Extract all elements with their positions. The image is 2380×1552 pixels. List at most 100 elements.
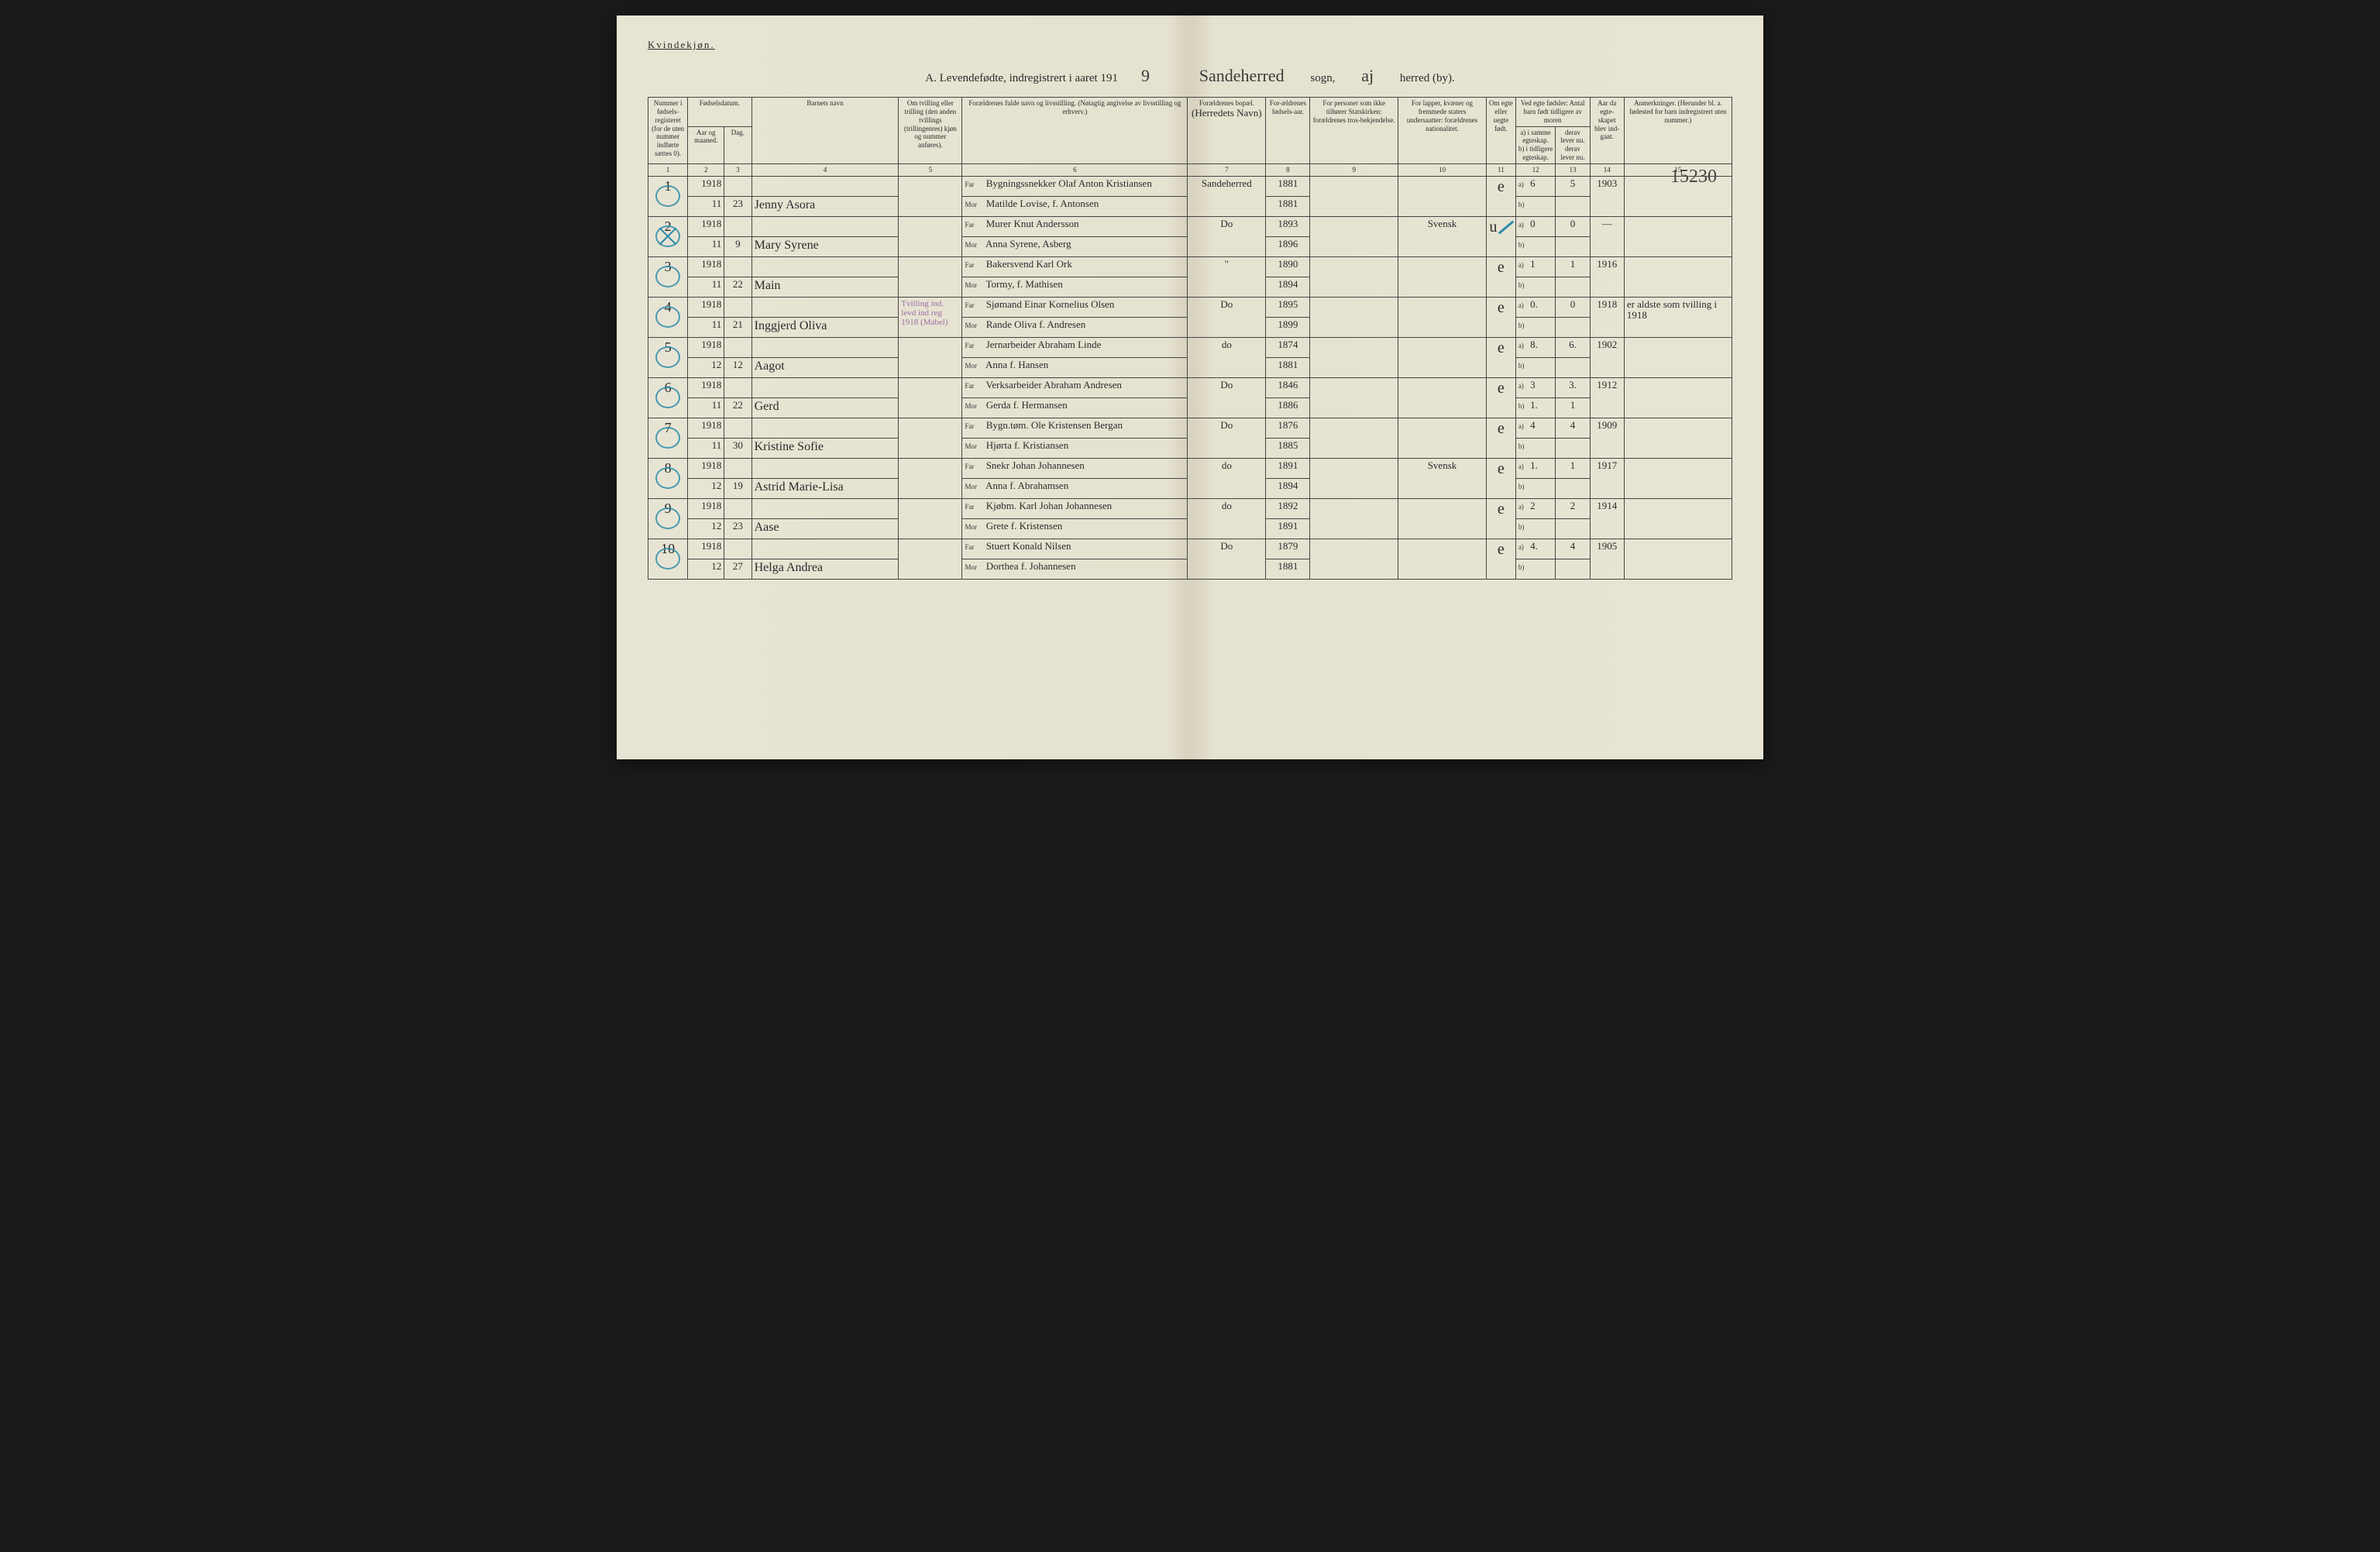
col-2-3-header: Fødselsdatum. [688,98,751,126]
c12a: a) 6 [1515,176,1556,196]
egte: e [1486,337,1515,377]
c12b: b) 1. [1515,397,1556,418]
mother: Mor Anna f. Hansen [962,357,1188,377]
child-name: Main [751,277,899,297]
day: 27 [724,559,751,579]
twin-cell [899,256,962,297]
cn7: 7 [1188,163,1266,176]
cn8: 8 [1266,163,1310,176]
mor-year: 1899 [1266,317,1310,337]
col-7-note: (Herredets Navn) [1192,107,1262,119]
c12a: a) 8. [1515,337,1556,357]
bopael: " [1188,256,1266,297]
entry-number: 9 [648,498,688,539]
c14: 1917 [1590,458,1624,498]
c12b: b) [1515,478,1556,498]
c14: 1905 [1590,539,1624,579]
bopael: Do [1188,297,1266,337]
day-blank [724,377,751,397]
egte: u [1486,216,1515,256]
c14: 1914 [1590,498,1624,539]
twin-cell [899,458,962,498]
c12a: a) 4. [1515,539,1556,559]
far-year: 1879 [1266,539,1310,559]
twin-cell [899,418,962,458]
far-year: 1874 [1266,337,1310,357]
c13a: 6. [1556,337,1590,357]
month: 12 [688,357,724,377]
c10 [1398,176,1487,216]
c12b: b) i tidligere egteskap. [1518,145,1553,161]
child-name: Kristine Sofie [751,438,899,458]
child-name: Helga Andrea [751,559,899,579]
child-name: Mary Syrene [751,236,899,256]
mother: Mor Grete f. Kristensen [962,518,1188,539]
entry-number: 10 [648,539,688,579]
bopael: Sandeherred [1188,176,1266,216]
day: 22 [724,277,751,297]
child-name: Gerd [751,397,899,418]
egte: e [1486,176,1515,216]
c15 [1624,539,1732,579]
day: 12 [724,357,751,377]
c9 [1310,337,1398,377]
c13b [1556,478,1590,498]
twin-cell [899,498,962,539]
c9 [1310,458,1398,498]
child-name: Aagot [751,357,899,377]
father: Far Bygningssnekker Olaf Anton Kristians… [962,176,1188,196]
c13b [1556,236,1590,256]
c9 [1310,539,1398,579]
year-suffix: 9 [1141,66,1150,85]
c10 [1398,418,1487,458]
c13a: 0 [1556,297,1590,317]
mor-year: 1894 [1266,277,1310,297]
c13b [1556,317,1590,337]
month: 11 [688,236,724,256]
day: 30 [724,438,751,458]
col-6-header: Forældrenes fulde navn og livsstilling. … [962,98,1188,164]
far-year: 1893 [1266,216,1310,236]
entry-number: 4 [648,297,688,337]
col-5-header: Om tvilling eller trilling (den anden tv… [899,98,962,164]
c9 [1310,256,1398,297]
far-year: 1876 [1266,418,1310,438]
child-name: Aase [751,518,899,539]
table-row-top: 9 1918 Far Kjøbm. Karl Johan Johannesen … [648,498,1732,518]
twin-cell [899,337,962,377]
mother: Mor Gerda f. Hermansen [962,397,1188,418]
month: 12 [688,559,724,579]
year: 1918 [688,337,724,357]
c13b [1556,559,1590,579]
c13b: derav lever nu. [1560,145,1585,161]
col-4-header: Barnets navn [751,98,899,164]
table-row-top: 6 1918 Far Verksarbeider Abraham Andrese… [648,377,1732,397]
entry-number: 8 [648,458,688,498]
c14: 1912 [1590,377,1624,418]
twin-cell [899,377,962,418]
c13b [1556,357,1590,377]
table-row-top: 8 1918 Far Snekr Johan Johannesen do 189… [648,458,1732,478]
sogn-value: Sandeherred [1199,66,1285,85]
child-name: Inggjerd Oliva [751,317,899,337]
c12a: a) 3 [1515,377,1556,397]
table-header: Nummer i fødsels-registeret (for de uten… [648,98,1732,177]
bopael: Do [1188,216,1266,256]
father: Far Snekr Johan Johannesen [962,458,1188,478]
c14: 1916 [1590,256,1624,297]
year: 1918 [688,418,724,438]
mother: Mor Matilde Lovise, f. Antonsen [962,196,1188,216]
gender-label: Kvindekjøn. [648,39,1732,51]
day: 23 [724,196,751,216]
col-12-13-header: Ved egte fødsler: Antal barn født tidlig… [1515,98,1590,126]
bopael: Do [1188,539,1266,579]
father: Far Bakersvend Karl Ork [962,256,1188,277]
c13b [1556,196,1590,216]
register-table: Nummer i fødsels-registeret (for de uten… [648,97,1732,580]
far-year: 1895 [1266,297,1310,317]
c12a: a) 0. [1515,297,1556,317]
cn9: 9 [1310,163,1398,176]
mother: Mor Hjørta f. Kristiansen [962,438,1188,458]
c14: 1902 [1590,337,1624,377]
col-10-header: For lapper, kvæner og fremmede staters u… [1398,98,1487,164]
